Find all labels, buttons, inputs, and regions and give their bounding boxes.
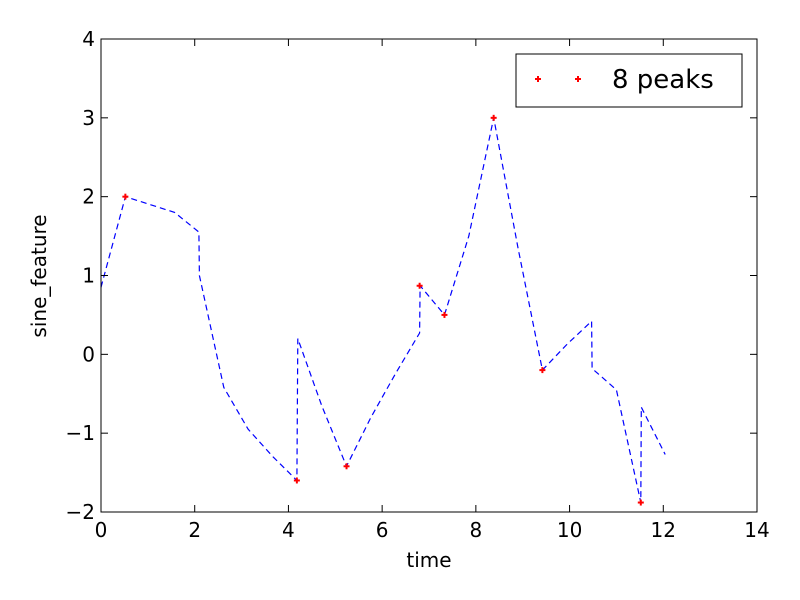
x-tick-label: 10 [557,518,582,542]
x-tick-label: 2 [188,518,201,542]
legend-box [515,53,743,108]
x-tick-label: 6 [376,518,389,542]
x-tick-label: 12 [651,518,676,542]
y-tick-label: −2 [66,500,95,524]
x-tick-label: 0 [95,518,108,542]
legend-label: 8 peaks [612,65,714,95]
y-tick-label: 4 [82,27,95,51]
peak-marker [343,463,350,470]
peak-marker [441,311,448,318]
legend-marker [575,76,581,82]
peak-marker [416,282,423,289]
y-axis-label: sine_feature [27,214,51,337]
y-tick-label: 2 [82,185,95,209]
peak-marker [637,499,644,506]
x-tick-label: 8 [469,518,482,542]
legend: 8 peaks [515,53,743,108]
signal-line [100,117,666,503]
peak-marker [122,193,129,200]
peak-marker [539,367,546,374]
y-tick-label: 0 [82,342,95,366]
x-axis-label: time [406,548,451,572]
y-tick-label: 3 [82,106,95,130]
legend-marker [535,76,541,82]
y-tick-label: −1 [66,421,95,445]
x-tick-label: 14 [744,518,769,542]
peak-marker [293,477,300,484]
peak-marker [490,114,497,121]
x-tick-label: 4 [282,518,295,542]
y-tick-label: 1 [82,264,95,288]
